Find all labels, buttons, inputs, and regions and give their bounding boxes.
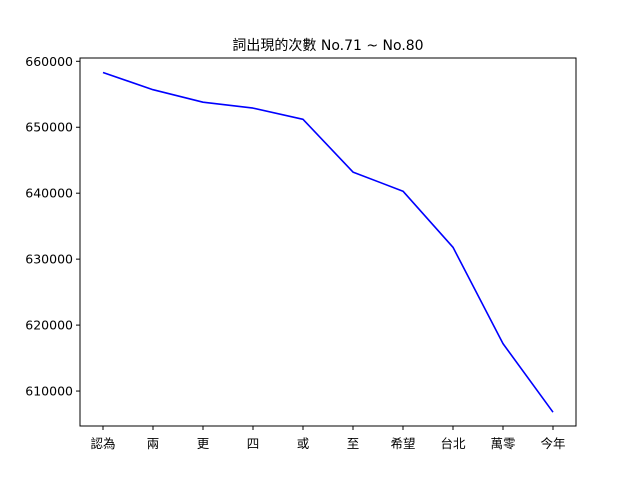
x-tick-label: 四	[247, 436, 260, 451]
chart-title: 詞出現的次數 No.71 ~ No.80	[232, 38, 423, 54]
series-line	[102, 71, 554, 413]
x-tick-label: 希望	[390, 436, 415, 451]
x-tick-label: 至	[347, 436, 360, 451]
y-tick-label: 650000	[25, 120, 73, 135]
x-tick-label: 或	[297, 436, 310, 451]
y-tick-label: 630000	[25, 252, 73, 267]
x-tick-label: 兩	[147, 436, 160, 451]
x-tick-label: 更	[197, 436, 210, 451]
y-tick-label: 640000	[25, 186, 73, 201]
x-tick-label: 萬零	[490, 436, 516, 451]
x-tick-label: 台北	[440, 436, 466, 451]
plot-area: 610000 620000 630000 640000 650000 660000 認為 兩 更…	[25, 54, 577, 451]
y-tick-label: 660000	[25, 54, 73, 69]
y-tick-label: 610000	[25, 384, 73, 399]
x-tick-label: 今年	[540, 436, 565, 451]
plot-frame	[79, 57, 577, 427]
x-tick-label: 認為	[90, 436, 115, 451]
y-tick-label: 620000	[25, 318, 73, 333]
